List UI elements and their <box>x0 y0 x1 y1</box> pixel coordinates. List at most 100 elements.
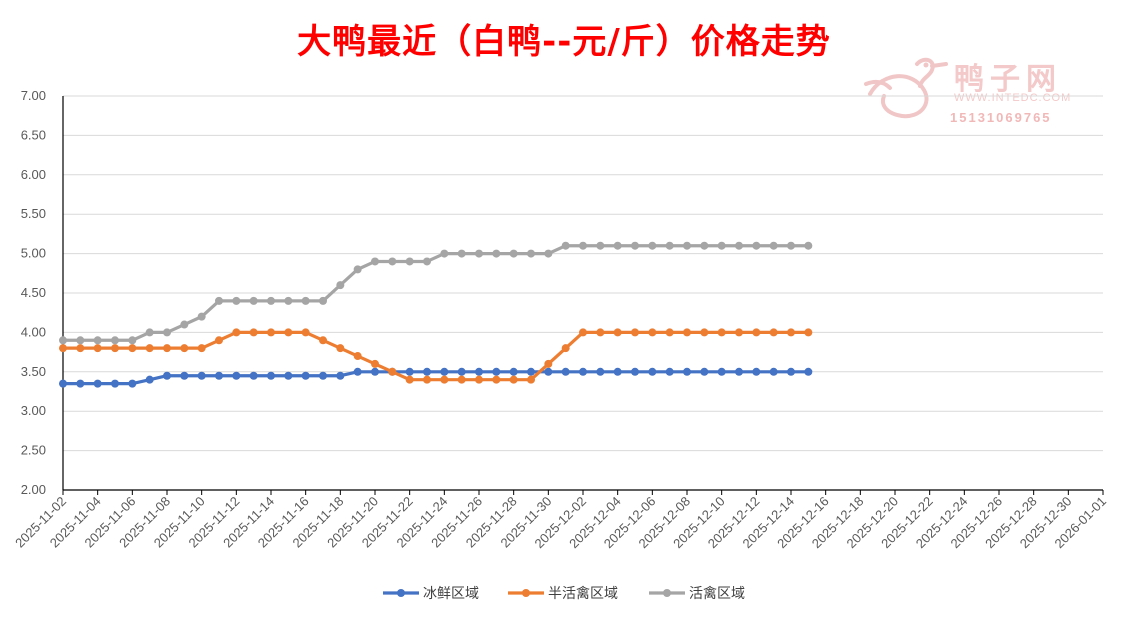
data-point <box>596 241 605 250</box>
data-point <box>648 241 657 250</box>
series-2 <box>59 328 813 384</box>
data-point <box>163 328 171 337</box>
y-tick-label: 2.50 <box>21 443 46 458</box>
data-point <box>769 328 778 337</box>
data-point <box>440 249 449 258</box>
y-tick-label: 4.50 <box>21 285 46 300</box>
data-point <box>492 249 501 258</box>
data-point <box>59 344 67 353</box>
axes: 2.00 2.50 3.00 3.50 4.00 4.50 5.00 5.50 6.00 6.50… <box>12 88 1109 551</box>
data-point <box>128 379 137 388</box>
data-point <box>527 367 535 376</box>
data-point <box>93 344 102 353</box>
data-point <box>648 367 657 376</box>
data-point <box>613 241 622 250</box>
watermark-name: 鸭子网 <box>954 62 1062 97</box>
data-point <box>631 328 639 337</box>
data-point <box>561 241 570 250</box>
data-point <box>631 241 639 250</box>
data-point <box>301 296 310 305</box>
data-point <box>128 336 137 345</box>
data-point <box>163 344 171 353</box>
data-point <box>440 367 449 376</box>
watermark-url: WWW.INTEDC.COM <box>954 92 1072 104</box>
data-point <box>284 328 293 337</box>
series-line <box>61 370 810 386</box>
data-point <box>544 359 553 368</box>
data-point <box>752 241 761 250</box>
chart-title: 大鸭最近（白鸭--元/斤）价格走势 <box>297 22 831 62</box>
data-point <box>232 328 241 337</box>
data-point <box>301 371 310 380</box>
data-point <box>405 257 414 266</box>
legend-item-2: 半活禽区域 <box>508 585 618 602</box>
data-point <box>475 249 483 258</box>
data-point <box>596 367 605 376</box>
duck-logo-icon <box>864 57 948 119</box>
data-point <box>683 367 691 376</box>
data-point <box>249 328 258 337</box>
data-point <box>700 241 709 250</box>
data-point <box>440 375 449 384</box>
data-point <box>319 296 327 305</box>
data-point <box>579 328 587 337</box>
y-tick-label: 4.00 <box>21 324 46 339</box>
data-point <box>648 328 657 337</box>
data-point <box>509 367 518 376</box>
y-tick-label: 3.00 <box>21 403 46 418</box>
data-point <box>405 375 414 384</box>
series-lines <box>59 241 813 388</box>
data-point <box>544 249 553 258</box>
data-point <box>197 312 206 321</box>
legend-item-1: 冰鲜区域 <box>383 586 479 602</box>
data-point <box>769 241 778 250</box>
data-point <box>319 371 327 380</box>
y-tick-label: 3.50 <box>21 364 46 379</box>
data-point <box>631 367 639 376</box>
data-point <box>752 328 761 337</box>
data-point <box>509 249 518 258</box>
data-point <box>180 344 189 353</box>
data-point <box>284 296 293 305</box>
data-point <box>336 371 345 380</box>
data-point <box>371 359 379 368</box>
data-point <box>717 241 726 250</box>
data-point <box>665 367 674 376</box>
data-point <box>769 367 778 376</box>
data-point <box>180 320 189 329</box>
data-point <box>249 371 258 380</box>
series-1 <box>59 367 813 388</box>
data-point <box>787 241 795 250</box>
data-point <box>423 375 431 384</box>
data-point <box>700 328 709 337</box>
data-point <box>232 371 241 380</box>
y-tick-label: 6.50 <box>21 127 46 142</box>
data-point <box>717 367 726 376</box>
data-point <box>232 296 241 305</box>
data-point <box>423 367 431 376</box>
data-point <box>371 257 379 266</box>
watermark-logo: 鸭子网 WWW.INTEDC.COM 15131069765 <box>862 52 1092 132</box>
data-point <box>267 328 275 337</box>
data-point <box>457 367 466 376</box>
data-point <box>804 328 813 337</box>
data-point <box>215 371 223 380</box>
data-point <box>353 367 362 376</box>
data-point <box>561 367 570 376</box>
data-point <box>284 371 293 380</box>
data-point <box>163 371 171 380</box>
data-point <box>527 249 535 258</box>
gridlines <box>63 95 1103 452</box>
data-point <box>197 344 206 353</box>
data-point <box>544 367 553 376</box>
data-point <box>388 257 397 266</box>
data-point <box>787 367 795 376</box>
data-point <box>267 371 275 380</box>
y-tick-label: 6.00 <box>21 167 46 182</box>
data-point <box>717 328 726 337</box>
data-point <box>215 336 223 345</box>
legend-label: 活禽区域 <box>689 585 745 602</box>
legend: 冰鲜区域 半活禽区域 活禽区域 <box>383 585 745 602</box>
legend-swatch-marker <box>663 589 671 597</box>
